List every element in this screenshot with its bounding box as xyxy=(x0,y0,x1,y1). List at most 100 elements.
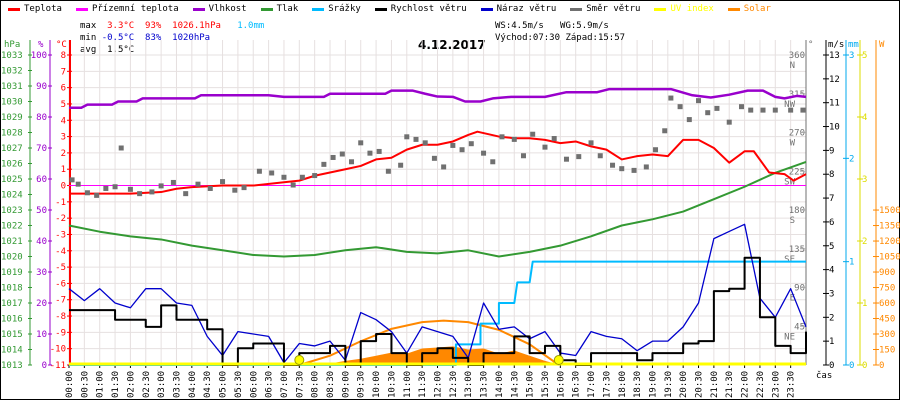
wind-direction-point xyxy=(499,134,505,140)
pressure-tick-label: 1028 xyxy=(1,129,23,139)
x-tick-label: 20:30 xyxy=(695,371,705,398)
pressure-tick-label: 1018 xyxy=(1,284,23,294)
wind-tick-label: 13 xyxy=(829,51,840,61)
max-rain: 1.0mm xyxy=(237,21,265,31)
temperature-tick-label: 0 xyxy=(61,182,66,192)
x-tick-label: 09:00 xyxy=(341,371,351,398)
wind-direction-point xyxy=(631,167,637,173)
sun-marker xyxy=(553,355,564,365)
max-humidity: 93% xyxy=(145,21,162,31)
legend-label: Rychlost větru xyxy=(390,4,467,14)
sunrise: Východ:07:30 xyxy=(495,33,561,43)
x-tick-label: 13:30 xyxy=(480,371,490,398)
wind-direction-point xyxy=(232,187,238,193)
humidity-tick-label: 30 xyxy=(36,268,47,278)
rain-axis-unit: mm xyxy=(848,40,859,50)
wind-direction-point xyxy=(748,107,754,113)
solar-tick-label: 900 xyxy=(879,268,895,278)
wind-direction-point xyxy=(597,153,603,159)
legend-label: Přízemní teplota xyxy=(91,4,179,14)
max-label: max xyxy=(80,21,97,31)
x-tick-label: 03:00 xyxy=(157,371,167,398)
wind-direction-point xyxy=(696,98,702,104)
solar-tick-label: 600 xyxy=(879,299,895,309)
x-tick-label: 11:30 xyxy=(418,371,428,398)
pressure-tick-label: 1015 xyxy=(1,330,23,340)
pressure-tick-label: 1027 xyxy=(1,144,23,154)
wind-tick-label: 12 xyxy=(829,75,840,85)
x-tick-label: 15:00 xyxy=(526,371,536,398)
wind-direction-point xyxy=(349,159,355,165)
wind-direction-point xyxy=(511,136,517,142)
wind-direction-point xyxy=(726,119,732,125)
wind-direction-point xyxy=(112,184,118,190)
direction-compass-label: NW xyxy=(784,100,795,110)
wind-direction-point xyxy=(588,140,594,146)
stats-block: max 3.3°C 93% 1026.1hPa 1.0mm min -0.5°C… xyxy=(80,20,264,56)
avg-label: avg xyxy=(80,45,97,55)
wind-direction-point xyxy=(75,181,81,187)
wind-direction-point xyxy=(481,150,487,156)
wind-sun-block: WS:4.5m/s WG:5.9m/s Východ:07:30 Západ:1… xyxy=(495,20,625,44)
pressure-tick-label: 1022 xyxy=(1,222,23,232)
wind-axis-unit: m/s xyxy=(828,40,844,50)
x-tick-label: 23:00 xyxy=(771,371,781,398)
x-tick-label: 15:30 xyxy=(541,371,551,398)
wind-tick-label: 0 xyxy=(829,361,834,371)
x-tick-label: 17:30 xyxy=(602,371,612,398)
x-tick-label: 08:00 xyxy=(311,371,321,398)
x-tick-label: 19:00 xyxy=(648,371,658,398)
pressure-tick-label: 1030 xyxy=(1,98,23,108)
wind-direction-point xyxy=(376,148,382,154)
x-tick-label: 03:30 xyxy=(172,371,182,398)
wind-direction-point xyxy=(542,144,548,150)
legend-swatch xyxy=(8,7,20,11)
wind-tick-label: 1 xyxy=(829,337,834,347)
wind-direction-point xyxy=(398,162,404,168)
wind-direction-point xyxy=(800,107,806,113)
x-tick-label: 21:00 xyxy=(710,371,720,398)
x-tick-label: 12:00 xyxy=(434,371,444,398)
direction-tick-label: 45 xyxy=(794,322,805,332)
wind-tick-label: 9 xyxy=(829,146,834,156)
legend-item: Srážky xyxy=(312,4,361,14)
rain-tick-label: 2 xyxy=(849,154,854,164)
humidity-tick-label: 50 xyxy=(36,206,47,216)
legend-swatch xyxy=(727,7,740,11)
wind-direction-point xyxy=(610,162,616,168)
x-tick-label: 02:30 xyxy=(142,371,152,398)
humidity-line xyxy=(69,87,807,109)
wind-direction-point xyxy=(207,185,213,191)
solar-tick-label: 300 xyxy=(879,330,895,340)
wind-direction-point xyxy=(653,147,659,153)
legend-item: Solar xyxy=(727,4,771,14)
legend-label: Náraz větru xyxy=(496,4,557,14)
pressure-line xyxy=(68,161,807,258)
x-tick-label: 07:30 xyxy=(295,371,305,398)
x-tick-label: 21:30 xyxy=(725,371,735,398)
temperature-tick-label: 3 xyxy=(61,133,66,143)
legend-swatch xyxy=(260,7,273,11)
wind-direction-point xyxy=(450,142,456,148)
temperature-tick-label: -8 xyxy=(55,312,66,322)
wind-direction-point xyxy=(772,107,778,113)
legend-item: Vlhkost xyxy=(192,4,247,14)
wind-direction-point xyxy=(103,185,109,191)
humidity-tick-label: 70 xyxy=(36,144,47,154)
wind-direction-point xyxy=(459,147,465,153)
x-tick-label: 01:00 xyxy=(96,371,106,398)
legend-item: Rychlost větru xyxy=(374,4,467,14)
direction-tick-label: 270 xyxy=(789,129,805,139)
wind-direction-point xyxy=(662,128,668,134)
humidity-tick-label: 0 xyxy=(42,361,47,371)
temperature-tick-label: -3 xyxy=(55,230,66,240)
x-tick-label: 11:00 xyxy=(403,371,413,398)
x-tick-label: 18:30 xyxy=(633,371,643,398)
legend-label: Srážky xyxy=(328,4,361,14)
wind-direction-point xyxy=(330,154,336,160)
x-tick-label: 22:30 xyxy=(756,371,766,398)
x-tick-label: 05:00 xyxy=(219,371,229,398)
pressure-tick-label: 1029 xyxy=(1,113,23,123)
wind-direction-point xyxy=(714,105,720,111)
